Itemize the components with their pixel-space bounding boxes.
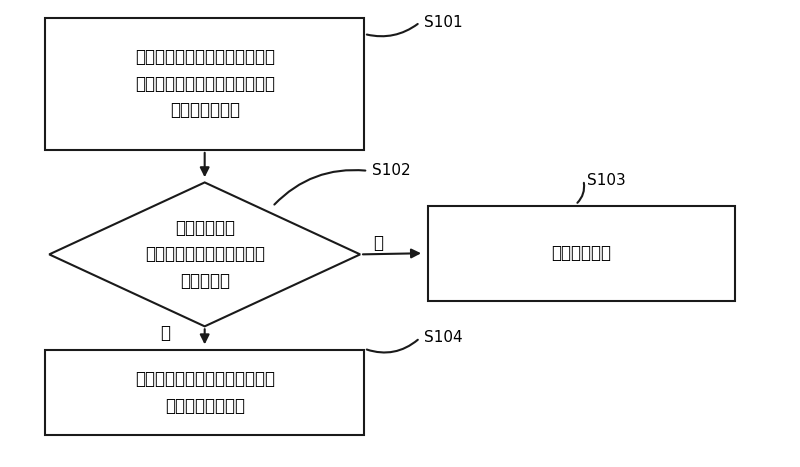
Text: 接收并存储用户在触摸屏上设置
的解锁方案以及解锁方案与功能
界面的对应关系: 接收并存储用户在触摸屏上设置 的解锁方案以及解锁方案与功能 界面的对应关系 (134, 49, 274, 119)
FancyBboxPatch shape (428, 205, 735, 301)
Text: S101: S101 (424, 15, 462, 30)
Text: S103: S103 (587, 173, 626, 188)
Text: S104: S104 (424, 331, 462, 346)
FancyBboxPatch shape (46, 350, 364, 435)
Polygon shape (50, 183, 360, 326)
Text: 是: 是 (160, 324, 170, 342)
Text: 进入预先设定的与所述解锁方案
相对应的功能界面: 进入预先设定的与所述解锁方案 相对应的功能界面 (134, 370, 274, 415)
FancyBboxPatch shape (46, 18, 364, 150)
Text: 保持锁屏状态: 保持锁屏状态 (551, 244, 611, 262)
Text: S102: S102 (372, 163, 410, 178)
Text: 判断用户进行
的解锁操作是否与所述解锁
方案相同？: 判断用户进行 的解锁操作是否与所述解锁 方案相同？ (145, 219, 265, 290)
Text: 否: 否 (373, 234, 383, 252)
